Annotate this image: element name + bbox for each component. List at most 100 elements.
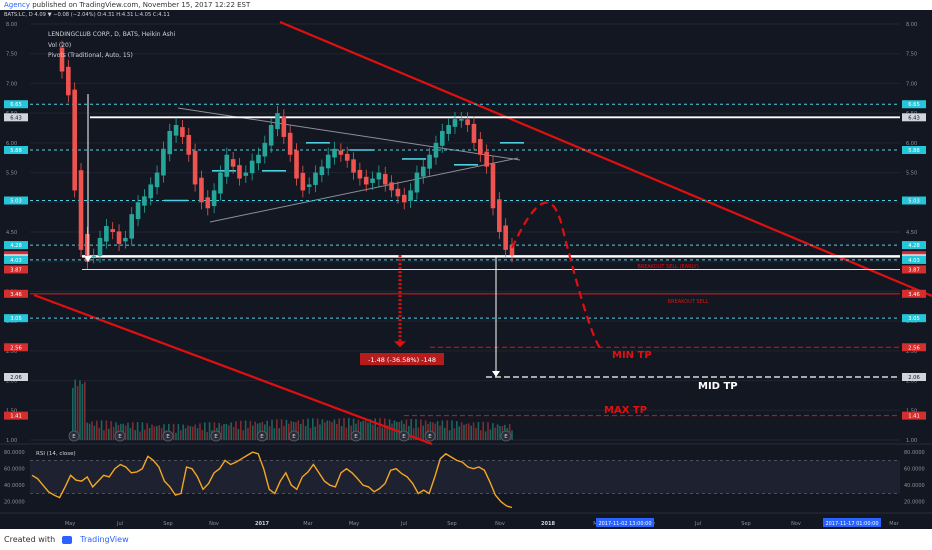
annotation-breakout-early: BREAKOUT SELL (EARLY) [637, 264, 698, 270]
price-label-bg [902, 145, 926, 154]
tradingview-link[interactable]: TradingView [80, 535, 129, 544]
volume-bar [297, 420, 300, 440]
measure-label-bg [360, 353, 444, 365]
ticker-line: BATS:LC, D 4.09 ▼ −0.08 (−2.04%) O:4.31 … [4, 12, 170, 18]
candle-body [78, 170, 84, 250]
chart-svg[interactable]: 8.008.007.507.507.007.006.506.506.006.00… [0, 10, 932, 529]
price-label-left: 1.41 [10, 414, 22, 420]
volume-bar [352, 418, 355, 440]
volume-bar [196, 428, 199, 440]
volume-bar [350, 425, 352, 440]
trendline-lower [33, 293, 433, 446]
measure-label: -1.48 (-36.58%) -148 [368, 356, 436, 364]
date-badge-text: 2017-11-17 01:00:00 [825, 521, 878, 527]
volume-bar [472, 422, 475, 440]
candle-body [313, 172, 318, 185]
y-tick-label-right: 8.00 [906, 22, 917, 28]
volume-bar [228, 425, 230, 440]
volume-bar [458, 426, 460, 440]
earnings-marker-text: E [166, 434, 170, 440]
price-label-left: 6.43 [10, 115, 22, 121]
price-label-left: 5.03 [10, 199, 22, 205]
volume-bar [273, 428, 276, 440]
candle-body [306, 184, 312, 187]
y-tick-label-right: 1.00 [906, 438, 917, 444]
volume-bar [98, 427, 100, 440]
volume-bar [177, 424, 180, 440]
volume-bar [316, 418, 319, 440]
x-tick-label: Nov [209, 521, 219, 527]
price-label-bg [902, 113, 926, 122]
volume-bar [218, 422, 220, 440]
volume-bar [338, 418, 340, 440]
volume-bar [283, 425, 285, 440]
measure-arrow-head-icon [394, 341, 406, 348]
candle-body [243, 172, 249, 176]
published-text: published on TradingView.com, November 1… [32, 1, 251, 9]
chart-area[interactable]: 8.008.007.507.507.007.006.506.506.006.00… [0, 10, 932, 529]
y-tick-label-right: 5.50 [906, 171, 917, 177]
y-tick-label-left: 2.50 [6, 349, 17, 355]
y-tick-label-left: 7.50 [6, 52, 17, 58]
candle-body [180, 127, 185, 137]
candle-body [357, 169, 363, 179]
volume-bar [456, 421, 458, 440]
candle-body [224, 154, 230, 177]
volume-bar [156, 426, 158, 440]
candle-body [66, 66, 71, 96]
triangle-line-bottom [209, 157, 519, 223]
price-label-left: 4.28 [10, 243, 22, 249]
volume-bar [484, 431, 487, 440]
candle-body [256, 154, 261, 164]
candle-body [414, 172, 420, 193]
candle-body [135, 202, 141, 220]
volume-bar [439, 425, 441, 440]
rsi-tick-right: 60.0000 [904, 467, 925, 473]
volume-bar [141, 422, 144, 440]
volume-bar [369, 419, 372, 440]
volume-bar [434, 423, 436, 440]
candle-body [344, 153, 350, 161]
candle-body [401, 194, 407, 203]
volume-bar [244, 420, 247, 440]
legend-title: LENDINGCLUB CORP., D, BATS, Heikin Ashi [48, 31, 176, 38]
candle-body [325, 154, 331, 169]
price-label-bg [4, 373, 28, 382]
agency-link[interactable]: Agency [4, 1, 30, 9]
volume-bar [381, 427, 384, 440]
y-tick-label-left: 2.00 [6, 379, 17, 385]
volume-bar [492, 423, 494, 440]
candle-body [192, 150, 198, 185]
earnings-marker-text: E [118, 434, 122, 440]
volume-bar [81, 384, 84, 440]
volume-bar [254, 421, 256, 440]
price-label-bg [4, 265, 28, 274]
price-label-left: 4.03 [10, 258, 22, 264]
candles [59, 40, 515, 269]
volume-bar [136, 422, 139, 440]
y-tick-label-right: 2.50 [906, 349, 917, 355]
volume-bar [410, 419, 412, 440]
candle-body [458, 119, 464, 121]
volume-bar [72, 387, 74, 440]
price-label-left: 3.05 [10, 316, 22, 322]
x-tick-label: Jul [400, 521, 407, 527]
y-tick-label-left: 1.00 [6, 438, 17, 444]
price-label-right: 3.05 [908, 316, 920, 322]
trendline-upper [279, 20, 932, 298]
volume-bar [314, 426, 316, 440]
price-label-bg [902, 373, 926, 382]
volume-bar [285, 419, 288, 440]
candle-body [237, 165, 242, 179]
candle-body [395, 188, 401, 197]
price-label-bg [902, 196, 926, 205]
min-tp-label: MIN TP [612, 350, 652, 361]
volume-bar [386, 425, 388, 440]
price-label-bg [4, 255, 28, 264]
volume-bar [163, 424, 165, 440]
arrow-head-icon [84, 256, 92, 262]
price-label-right: 6.65 [908, 102, 920, 108]
price-label-left: 3.87 [10, 267, 22, 273]
volume-bar [304, 425, 307, 440]
volume-bar [357, 419, 360, 440]
